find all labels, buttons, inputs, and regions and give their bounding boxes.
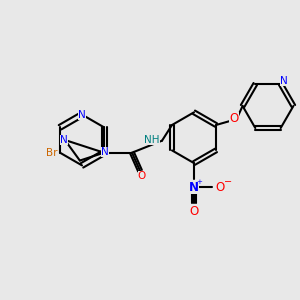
Text: N: N bbox=[78, 110, 86, 120]
Text: Br: Br bbox=[46, 148, 58, 158]
Text: N: N bbox=[280, 76, 288, 86]
Text: N: N bbox=[189, 181, 199, 194]
Text: NH: NH bbox=[144, 135, 160, 145]
Text: +: + bbox=[196, 179, 202, 185]
Text: N: N bbox=[101, 147, 109, 157]
Text: O: O bbox=[230, 112, 238, 124]
Text: N: N bbox=[60, 135, 68, 145]
Text: O: O bbox=[189, 205, 199, 218]
Text: −: − bbox=[224, 177, 232, 187]
Text: O: O bbox=[138, 171, 146, 181]
Text: O: O bbox=[215, 181, 225, 194]
